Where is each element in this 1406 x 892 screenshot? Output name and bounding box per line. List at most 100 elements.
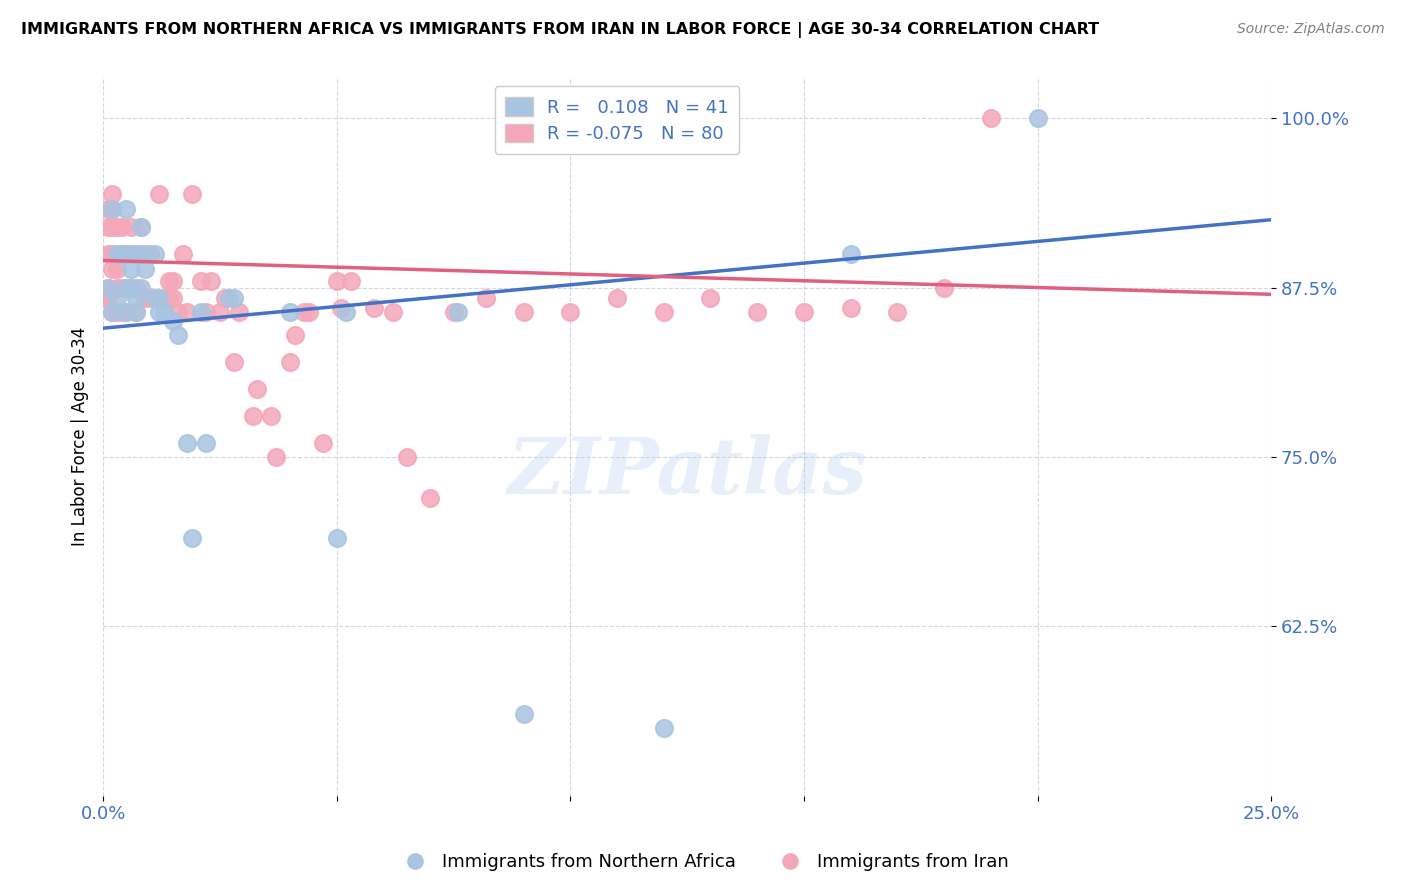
- Point: [298, 305, 321, 319]
- Point: [190, 305, 212, 319]
- Point: [330, 301, 353, 315]
- Point: [475, 291, 498, 305]
- Point: [129, 280, 152, 294]
- Legend: Immigrants from Northern Africa, Immigrants from Iran: Immigrants from Northern Africa, Immigra…: [389, 847, 1017, 879]
- Point: [134, 261, 156, 276]
- Point: [278, 355, 301, 369]
- Point: [101, 202, 124, 216]
- Point: [312, 436, 335, 450]
- Point: [339, 274, 361, 288]
- Point: [125, 246, 148, 260]
- Point: [218, 291, 240, 305]
- Point: [105, 305, 128, 319]
- Point: [176, 305, 198, 319]
- Point: [162, 274, 184, 288]
- Point: [143, 246, 166, 260]
- Point: [228, 305, 250, 319]
- Point: [97, 280, 120, 294]
- Point: [120, 261, 142, 276]
- Point: [172, 246, 194, 260]
- Point: [363, 301, 385, 315]
- Point: [125, 291, 148, 305]
- Point: [606, 291, 628, 305]
- Point: [101, 219, 124, 234]
- Point: [97, 246, 120, 260]
- Point: [167, 305, 190, 319]
- Point: [652, 721, 675, 735]
- Point: [105, 291, 128, 305]
- Point: [115, 246, 138, 260]
- Point: [278, 305, 301, 319]
- Point: [932, 280, 955, 294]
- Point: [793, 305, 815, 319]
- Point: [125, 280, 148, 294]
- Point: [292, 305, 315, 319]
- Point: [134, 291, 156, 305]
- Point: [101, 305, 124, 319]
- Point: [97, 202, 120, 216]
- Point: [242, 409, 264, 424]
- Point: [105, 261, 128, 276]
- Point: [101, 261, 124, 276]
- Point: [157, 291, 180, 305]
- Point: [115, 202, 138, 216]
- Point: [115, 305, 138, 319]
- Point: [699, 291, 721, 305]
- Point: [111, 246, 134, 260]
- Point: [115, 280, 138, 294]
- Point: [105, 219, 128, 234]
- Point: [148, 305, 170, 319]
- Point: [111, 280, 134, 294]
- Point: [208, 305, 231, 319]
- Point: [886, 305, 908, 319]
- Point: [105, 280, 128, 294]
- Point: [125, 305, 148, 319]
- Point: [381, 305, 404, 319]
- Point: [101, 305, 124, 319]
- Point: [105, 246, 128, 260]
- Point: [162, 291, 184, 305]
- Point: [222, 291, 245, 305]
- Point: [194, 305, 217, 319]
- Point: [222, 355, 245, 369]
- Point: [194, 436, 217, 450]
- Point: [264, 450, 287, 464]
- Point: [101, 246, 124, 260]
- Point: [419, 491, 441, 505]
- Point: [443, 305, 465, 319]
- Point: [325, 531, 347, 545]
- Point: [447, 305, 470, 319]
- Point: [162, 314, 184, 328]
- Point: [111, 305, 134, 319]
- Point: [120, 280, 142, 294]
- Point: [148, 291, 170, 305]
- Point: [512, 305, 534, 319]
- Text: IMMIGRANTS FROM NORTHERN AFRICA VS IMMIGRANTS FROM IRAN IN LABOR FORCE | AGE 30-: IMMIGRANTS FROM NORTHERN AFRICA VS IMMIG…: [21, 22, 1099, 38]
- Point: [111, 246, 134, 260]
- Point: [105, 246, 128, 260]
- Point: [101, 202, 124, 216]
- Point: [120, 246, 142, 260]
- Point: [560, 305, 582, 319]
- Point: [139, 246, 162, 260]
- Point: [200, 274, 222, 288]
- Point: [167, 328, 190, 343]
- Point: [180, 186, 202, 201]
- Point: [111, 246, 134, 260]
- Point: [148, 186, 170, 201]
- Legend: R =   0.108   N = 41, R = -0.075   N = 80: R = 0.108 N = 41, R = -0.075 N = 80: [495, 87, 740, 154]
- Point: [125, 305, 148, 319]
- Point: [97, 280, 120, 294]
- Point: [747, 305, 769, 319]
- Point: [91, 291, 114, 305]
- Point: [246, 382, 269, 396]
- Point: [153, 305, 176, 319]
- Point: [839, 301, 862, 315]
- Point: [129, 219, 152, 234]
- Point: [134, 246, 156, 260]
- Point: [190, 274, 212, 288]
- Point: [1026, 111, 1049, 125]
- Point: [120, 280, 142, 294]
- Point: [214, 291, 236, 305]
- Point: [115, 280, 138, 294]
